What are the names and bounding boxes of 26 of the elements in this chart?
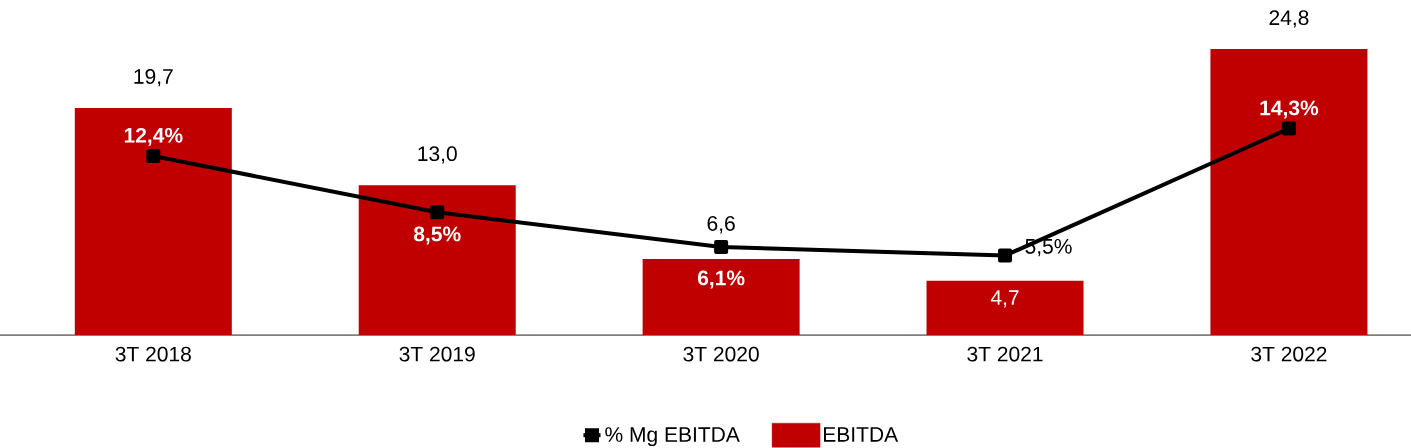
bar xyxy=(74,107,232,335)
point xyxy=(430,205,445,220)
x-tick-label: 3T 2019 xyxy=(399,346,475,362)
bar xyxy=(926,280,1084,335)
x-tick-label: 3T 2020 xyxy=(683,346,759,362)
point xyxy=(146,149,161,164)
data-label: 6,1% xyxy=(697,270,745,289)
data-label: 13,0 xyxy=(418,146,457,164)
x-tick-label: 3T 2022 xyxy=(1251,346,1327,362)
point xyxy=(1281,121,1296,136)
point xyxy=(998,248,1013,263)
bar xyxy=(642,258,800,335)
point xyxy=(714,239,729,254)
data-label: 14,3% xyxy=(1260,100,1319,119)
data-label: 24,8 xyxy=(1269,10,1309,28)
bar xyxy=(358,185,516,335)
data-label: 4,7 xyxy=(990,290,1019,308)
x-tick-label: 3T 2021 xyxy=(967,346,1043,362)
legend-label: EBITDA xyxy=(823,427,899,442)
data-label: 6,6 xyxy=(707,216,735,234)
x-tick-label: 3T 2018 xyxy=(115,346,191,362)
data-label: 12,4% xyxy=(124,127,183,146)
legend-label: % Mg EBITDA xyxy=(605,427,740,447)
bar xyxy=(1210,49,1368,335)
data-label: 19,7 xyxy=(134,69,173,87)
data-label: 8,5% xyxy=(413,226,461,245)
